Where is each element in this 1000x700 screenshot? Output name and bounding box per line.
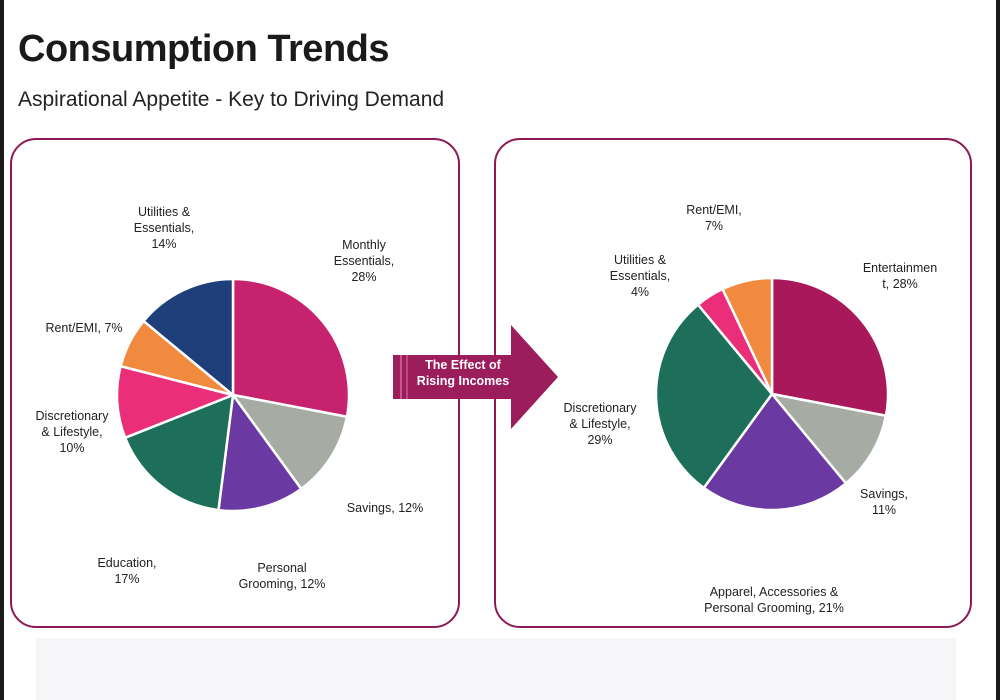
slice-label-line: Savings, 12%	[346, 501, 424, 515]
slice-label-education: Education, 17%	[97, 555, 156, 587]
slice-label-line: 10%	[59, 441, 85, 455]
right-edge	[996, 0, 1000, 700]
slice-label-line: Essentials,	[133, 221, 195, 235]
pie-slice-entertainmen	[770, 276, 890, 418]
slice-label-line: Rent/EMI, 7%	[45, 321, 123, 335]
slice-label-entertainmen: Entertainmen t, 28%	[863, 260, 937, 292]
left-edge	[0, 0, 4, 700]
pie-slice-rent-emi	[720, 276, 774, 395]
pie-slice-personal	[217, 391, 303, 513]
arrow-label: The Effect of Rising Incomes	[404, 357, 522, 389]
slice-label-line: Utilities &	[613, 253, 667, 267]
slice-label-line: 29%	[587, 433, 613, 447]
pie-panel-before: Monthly Essentials, 28% Savings, 12% Persona…	[10, 138, 460, 628]
slice-label-line: Utilities &	[137, 205, 191, 219]
pie-slice-utilities	[141, 277, 235, 398]
slice-label-line: Education,	[97, 556, 157, 570]
slice-label-utilities: Utilities & Essentials, 14%	[134, 204, 194, 252]
slice-label-line: t, 28%	[882, 277, 918, 291]
slice-label-line: Rent/EMI,	[686, 203, 742, 217]
slice-label-line: 14%	[151, 237, 177, 251]
slice-label-monthly: Monthly Essentials, 28%	[334, 237, 394, 285]
slice-label-line: 4%	[630, 285, 650, 299]
slice-label-line: Personal Grooming, 21%	[704, 601, 844, 615]
slice-label-line: 11%	[871, 503, 897, 517]
arrow-shape	[393, 325, 558, 429]
pie-slice-discretionary	[115, 364, 238, 440]
slice-label-apparel-accessories: Apparel, Accessories & Personal Grooming,…	[704, 584, 844, 616]
slice-label-line: & Lifestyle,	[41, 425, 103, 439]
slice-label-line: Personal	[257, 561, 307, 575]
slice-label-line: 28%	[351, 270, 377, 284]
slice-label-line: Grooming, 12%	[238, 577, 326, 591]
slice-label-utilities: Utilities & Essentials, 4%	[610, 252, 670, 300]
slice-label-line: Entertainmen	[862, 261, 938, 275]
footer-band	[36, 638, 956, 700]
effect-arrow	[393, 325, 558, 429]
arrow-label-line-1: The Effect of	[425, 358, 501, 372]
slice-label-line: Discretionary	[563, 401, 637, 415]
slice-label-line: 7%	[704, 219, 724, 233]
page-subtitle: Aspirational Appetite - Key to Driving D…	[18, 88, 445, 111]
pie-chart-after	[654, 276, 890, 512]
slice-label-line: 17%	[114, 572, 140, 586]
pie-slice-monthly	[231, 277, 351, 419]
pie-slice-savings-12	[230, 393, 349, 491]
pie-panel-after: Entertainmen t, 28% Savings, 11% Apparel, Ac…	[494, 138, 972, 628]
slice-label-line: & Lifestyle,	[569, 417, 631, 431]
slice-label-rent-emi: Rent/EMI, 7%	[686, 202, 742, 234]
page-title: Consumption Trends	[18, 28, 390, 70]
slice-label-line: Apparel, Accessories &	[709, 585, 839, 599]
pie-slice-savings	[768, 392, 888, 486]
pie-slice-discretionary	[654, 302, 774, 490]
slice-label-savings: Savings, 11%	[860, 486, 908, 518]
pie-slice-apparel-accessories	[702, 391, 848, 512]
slice-label-line: Essentials,	[333, 254, 395, 268]
slice-label-discretionary: Discretionary & Lifestyle, 10%	[36, 408, 109, 456]
slice-label-line: Savings,	[860, 487, 908, 501]
slice-label-personal: Personal Grooming, 12%	[239, 560, 326, 592]
slice-label-discretionary: Discretionary & Lifestyle, 29%	[564, 400, 637, 448]
slice-label-line: Essentials,	[609, 269, 671, 283]
slice-label-rent-emi-7: Rent/EMI, 7%	[45, 320, 122, 336]
slice-label-line: Discretionary	[35, 409, 109, 423]
pie-slice-education	[123, 393, 235, 512]
pie-chart-before	[115, 277, 351, 513]
slice-label-line: Monthly	[342, 238, 386, 252]
slice-label-savings-12: Savings, 12%	[347, 500, 423, 516]
arrow-label-line-2: Rising Incomes	[416, 374, 510, 388]
